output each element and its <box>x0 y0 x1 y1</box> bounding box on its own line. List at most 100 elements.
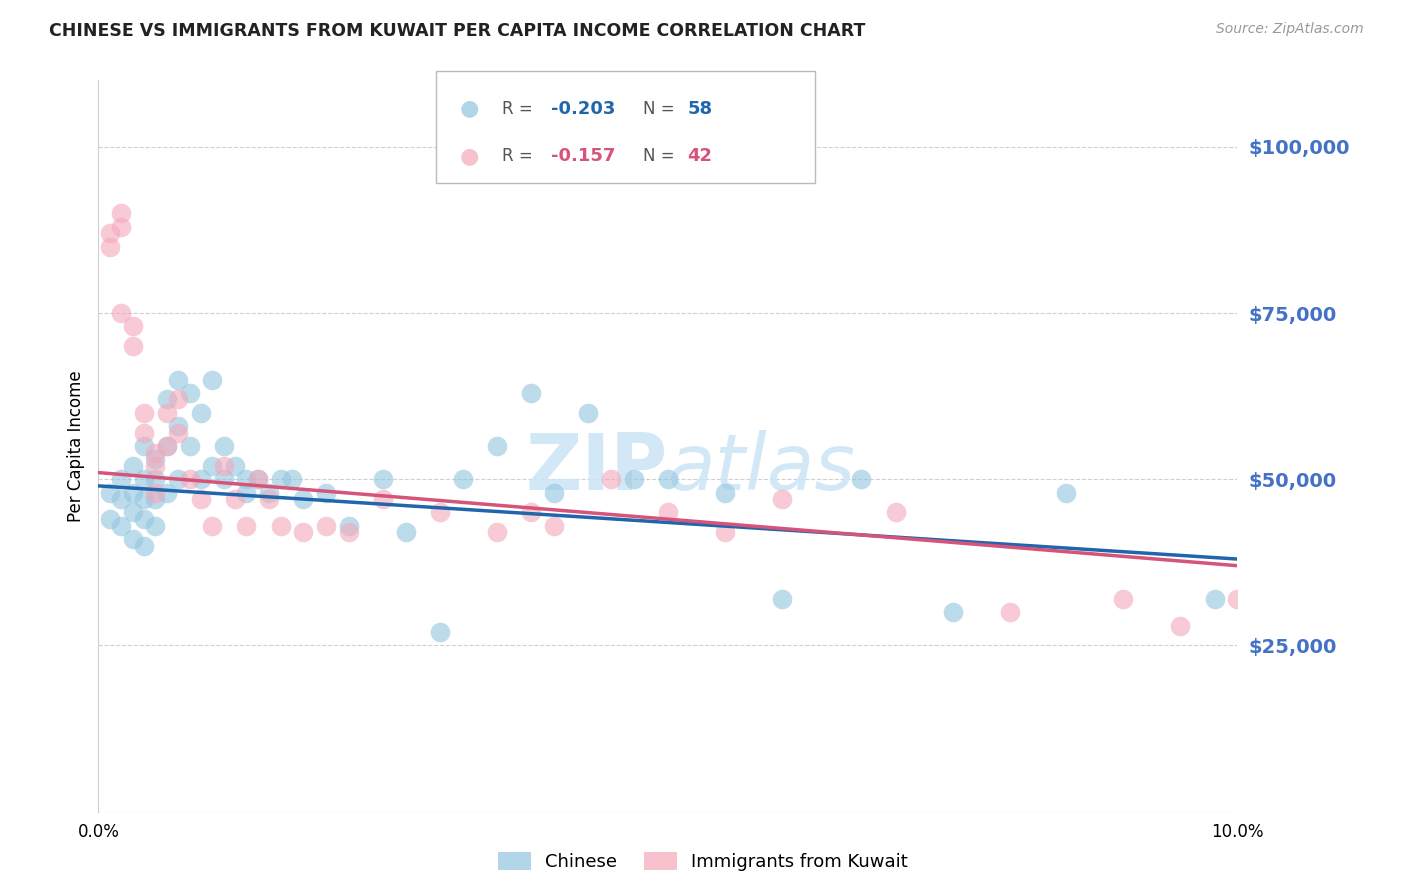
Point <box>770 591 793 606</box>
Text: -0.157: -0.157 <box>551 147 616 165</box>
Point <box>110 219 132 234</box>
Point <box>1112 591 1135 606</box>
Point <box>224 492 246 507</box>
Text: N =: N = <box>643 147 679 165</box>
Point <box>98 512 121 526</box>
Point <box>998 605 1021 619</box>
Point <box>942 605 965 619</box>
Text: ZIP: ZIP <box>526 430 668 506</box>
Point <box>429 625 451 640</box>
Point <box>110 492 132 507</box>
Text: R =: R = <box>502 100 538 118</box>
Point <box>179 385 201 400</box>
Point <box>121 339 143 353</box>
Point <box>132 439 155 453</box>
Point <box>201 518 224 533</box>
Point <box>190 406 212 420</box>
Point <box>395 525 418 540</box>
Text: CHINESE VS IMMIGRANTS FROM KUWAIT PER CAPITA INCOME CORRELATION CHART: CHINESE VS IMMIGRANTS FROM KUWAIT PER CA… <box>49 22 866 40</box>
Point <box>486 439 509 453</box>
Point <box>156 406 179 420</box>
Point <box>1204 591 1226 606</box>
Point <box>121 532 143 546</box>
Point <box>212 439 235 453</box>
Point <box>543 518 565 533</box>
Text: ●: ● <box>460 145 479 166</box>
Point <box>373 472 395 486</box>
Point <box>429 506 451 520</box>
Point <box>167 372 190 386</box>
Point <box>132 539 155 553</box>
Point <box>110 306 132 320</box>
Text: R =: R = <box>502 147 538 165</box>
Point <box>657 506 679 520</box>
Point <box>520 506 543 520</box>
Point <box>212 472 235 486</box>
Point <box>145 458 167 473</box>
Point <box>714 485 737 500</box>
Text: atlas: atlas <box>668 430 856 506</box>
Point <box>110 518 132 533</box>
Point <box>235 485 257 500</box>
Point <box>657 472 679 486</box>
Point <box>145 492 167 507</box>
Point <box>179 472 201 486</box>
Point <box>520 385 543 400</box>
Point <box>315 485 337 500</box>
Point <box>145 452 167 467</box>
Point <box>315 518 337 533</box>
Point <box>259 492 281 507</box>
Point <box>246 472 269 486</box>
Text: Source: ZipAtlas.com: Source: ZipAtlas.com <box>1216 22 1364 37</box>
Point <box>851 472 873 486</box>
Point <box>132 406 155 420</box>
Point <box>132 512 155 526</box>
Point <box>235 518 257 533</box>
Point <box>281 472 304 486</box>
Point <box>145 472 167 486</box>
Point <box>337 525 360 540</box>
Point <box>1170 618 1192 632</box>
Point <box>132 472 155 486</box>
Point <box>623 472 645 486</box>
Point <box>246 472 269 486</box>
Point <box>714 525 737 540</box>
Text: N =: N = <box>643 100 679 118</box>
Point <box>1226 591 1249 606</box>
Point <box>1056 485 1078 500</box>
Point <box>179 439 201 453</box>
Text: 58: 58 <box>688 100 713 118</box>
Point <box>270 518 292 533</box>
Point <box>190 472 212 486</box>
Point <box>156 392 179 407</box>
Point <box>201 458 224 473</box>
Point <box>110 206 132 220</box>
Point <box>270 472 292 486</box>
Point <box>167 472 190 486</box>
Point <box>121 506 143 520</box>
Point <box>156 485 179 500</box>
Point <box>201 372 224 386</box>
Point <box>486 525 509 540</box>
Point <box>98 239 121 253</box>
Point <box>167 425 190 440</box>
Point <box>543 485 565 500</box>
Point <box>373 492 395 507</box>
Point <box>121 485 143 500</box>
Point <box>98 226 121 240</box>
Point <box>132 425 155 440</box>
Point <box>132 492 155 507</box>
Point <box>167 419 190 434</box>
Point <box>235 472 257 486</box>
Point <box>451 472 474 486</box>
Text: -0.203: -0.203 <box>551 100 616 118</box>
Point <box>121 458 143 473</box>
Point <box>98 485 121 500</box>
Point <box>212 458 235 473</box>
Point <box>770 492 793 507</box>
Point <box>121 319 143 334</box>
Point <box>145 518 167 533</box>
Legend: Chinese, Immigrants from Kuwait: Chinese, Immigrants from Kuwait <box>491 846 915 879</box>
Point <box>224 458 246 473</box>
Point <box>292 525 315 540</box>
